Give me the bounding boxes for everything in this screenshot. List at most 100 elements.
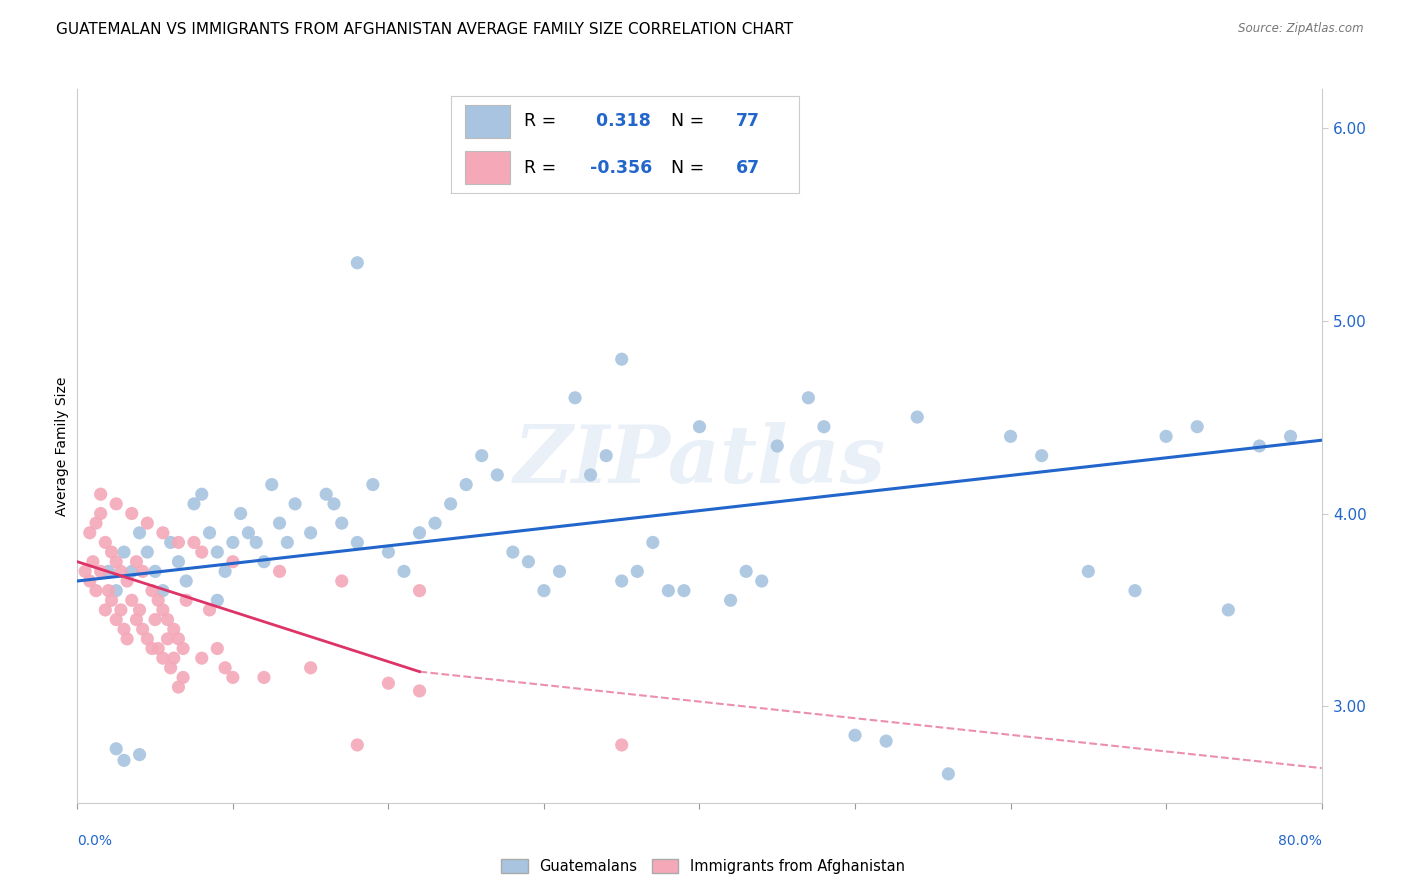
Point (115, 632, 138, 646)
Point (198, 525, 221, 540)
Point (105, 583, 128, 598)
Point (152, 651, 174, 665)
Point (174, 574, 197, 588)
Point (222, 535, 245, 549)
Point (579, 467, 602, 482)
Point (346, 535, 368, 549)
Point (253, 670, 276, 684)
Point (689, 419, 711, 434)
Text: Source: ZipAtlas.com: Source: ZipAtlas.com (1239, 22, 1364, 36)
Point (938, 767, 960, 781)
Legend: Guatemalans, Immigrants from Afghanistan: Guatemalans, Immigrants from Afghanistan (495, 854, 911, 880)
Point (90, 565, 112, 579)
Point (163, 622, 186, 636)
Point (392, 565, 415, 579)
Point (440, 497, 463, 511)
Point (377, 676, 399, 690)
Point (1077, 565, 1099, 579)
Point (94, 603, 117, 617)
Point (115, 574, 138, 588)
Point (97, 583, 120, 598)
Point (167, 555, 190, 569)
Point (167, 680, 190, 694)
Point (610, 574, 633, 588)
Point (191, 487, 214, 501)
Point (136, 516, 159, 530)
Point (346, 256, 368, 270)
Point (105, 613, 128, 627)
Point (346, 738, 368, 752)
Point (152, 525, 174, 540)
Point (548, 565, 571, 579)
Point (207, 641, 229, 656)
Point (207, 593, 229, 607)
Point (121, 593, 143, 607)
Point (191, 651, 214, 665)
Point (408, 583, 430, 598)
Point (125, 555, 148, 569)
Point (610, 738, 633, 752)
Point (330, 574, 353, 588)
Point (564, 391, 586, 405)
Point (751, 574, 773, 588)
Point (143, 613, 166, 627)
Point (330, 516, 353, 530)
Point (323, 497, 346, 511)
Point (595, 449, 617, 463)
Point (269, 565, 291, 579)
Point (657, 583, 679, 598)
Point (423, 516, 446, 530)
Point (159, 661, 181, 675)
Point (276, 535, 298, 549)
Point (90, 487, 112, 501)
Point (626, 565, 648, 579)
Point (97, 565, 120, 579)
Point (84, 516, 107, 530)
Point (253, 555, 276, 569)
Text: 80.0%: 80.0% (1278, 834, 1322, 848)
Point (222, 555, 245, 569)
Point (121, 565, 143, 579)
Point (148, 641, 170, 656)
Point (229, 507, 252, 521)
Point (105, 741, 128, 756)
Point (136, 632, 159, 646)
Point (456, 477, 478, 491)
Point (766, 439, 789, 453)
Point (377, 545, 399, 559)
Point (121, 507, 143, 521)
Point (167, 535, 190, 549)
Point (1249, 439, 1271, 453)
Point (641, 535, 664, 549)
Point (1279, 429, 1302, 443)
Point (125, 613, 148, 627)
Point (152, 603, 174, 617)
Point (128, 603, 150, 617)
Point (198, 603, 221, 617)
Point (112, 753, 135, 767)
Point (533, 583, 555, 598)
Point (214, 661, 236, 675)
Point (128, 525, 150, 540)
Point (797, 391, 820, 405)
Point (131, 565, 153, 579)
Point (905, 410, 928, 425)
Point (361, 477, 384, 491)
Point (1154, 429, 1177, 443)
Point (269, 516, 291, 530)
Point (502, 545, 524, 559)
Point (163, 651, 186, 665)
Point (84, 583, 107, 598)
Point (90, 507, 112, 521)
Point (1031, 449, 1053, 463)
Point (245, 535, 267, 549)
Point (408, 684, 430, 698)
Point (844, 728, 866, 742)
Point (610, 352, 633, 367)
Point (159, 535, 181, 549)
Point (128, 747, 150, 762)
Point (94, 535, 117, 549)
Point (408, 525, 430, 540)
Point (813, 419, 835, 434)
Point (1187, 419, 1209, 434)
